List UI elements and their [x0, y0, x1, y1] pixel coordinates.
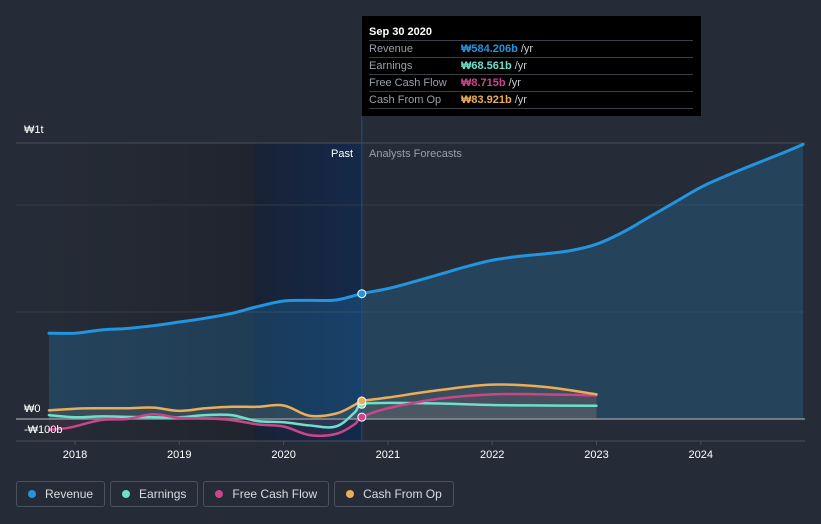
x-tick-label: 2019 [167, 449, 191, 461]
legend-label: Revenue [45, 487, 94, 501]
legend-item-free-cash-flow[interactable]: Free Cash Flow [203, 481, 330, 507]
tooltip-unit: /yr [514, 94, 527, 106]
tooltip-unit: /yr [520, 43, 534, 55]
free-cash-flow-dot-icon [215, 490, 224, 498]
revenue-line [47, 142, 805, 335]
legend: Revenue Earnings Free Cash Flow Cash Fro… [16, 481, 454, 507]
tooltip-date: Sep 30 2020 [369, 24, 693, 41]
y-tick-label-neg: -₩100b [24, 424, 63, 436]
y-tick-label-top: ₩1t [24, 124, 44, 136]
x-tick-label: 2024 [689, 449, 713, 461]
revenue-highlight-point [357, 289, 367, 299]
legend-item-revenue[interactable]: Revenue [16, 481, 106, 507]
earnings-dot-icon [122, 490, 131, 498]
highlight-region [254, 143, 362, 441]
cash-from-op-line [47, 383, 598, 418]
x-tick-label: 2023 [584, 449, 608, 461]
free-cash-flow-line [47, 392, 598, 438]
cash-from-op-area [48, 384, 597, 419]
cash-from-op-dot-icon [346, 490, 355, 498]
tooltip-row-free-cash-flow: Free Cash Flow ₩8.715b /yr [369, 75, 693, 92]
tooltip-row-earnings: Earnings ₩68.561b /yr [369, 58, 693, 75]
tooltip-label: Cash From Op [369, 94, 442, 106]
revenue-dot-icon [28, 490, 36, 498]
tooltip-value: ₩584.206b [461, 43, 518, 55]
free-cash-flow-highlight-point [357, 412, 367, 422]
x-tick-label: 2021 [376, 449, 400, 461]
tooltip-row-revenue: Revenue ₩584.206b /yr [369, 41, 693, 58]
tooltip-unit: /yr [508, 77, 521, 89]
cash-from-op-highlight-point [357, 396, 367, 406]
tooltip-value: ₩68.561b [461, 60, 512, 72]
revenue-area [48, 144, 804, 419]
tooltip-label: Revenue [369, 43, 414, 55]
x-tick-label: 2022 [480, 449, 504, 461]
earnings-area [48, 402, 597, 428]
legend-label: Free Cash Flow [232, 487, 318, 501]
tooltip-unit: /yr [514, 60, 527, 72]
x-tick-label: 2020 [271, 449, 295, 461]
legend-item-earnings[interactable]: Earnings [110, 481, 199, 507]
legend-item-cash-from-op[interactable]: Cash From Op [334, 481, 454, 507]
forecast-label: Analysts Forecasts [369, 148, 462, 160]
tooltip: Sep 30 2020 Revenue ₩584.206b /yr Earnin… [362, 16, 701, 116]
y-tick-label-zero: ₩0 [24, 403, 41, 415]
tooltip-label: Free Cash Flow [369, 77, 447, 89]
legend-label: Cash From Op [363, 487, 442, 501]
x-tick-label: 2018 [63, 449, 87, 461]
tooltip-value: ₩8.715b [461, 77, 506, 89]
earnings-line [47, 401, 598, 429]
past-label: Past [331, 148, 353, 160]
tooltip-value: ₩83.921b [461, 94, 512, 106]
legend-label: Earnings [139, 487, 187, 501]
tooltip-label: Earnings [369, 60, 413, 72]
tooltip-row-cash-from-op: Cash From Op ₩83.921b /yr [369, 92, 693, 109]
